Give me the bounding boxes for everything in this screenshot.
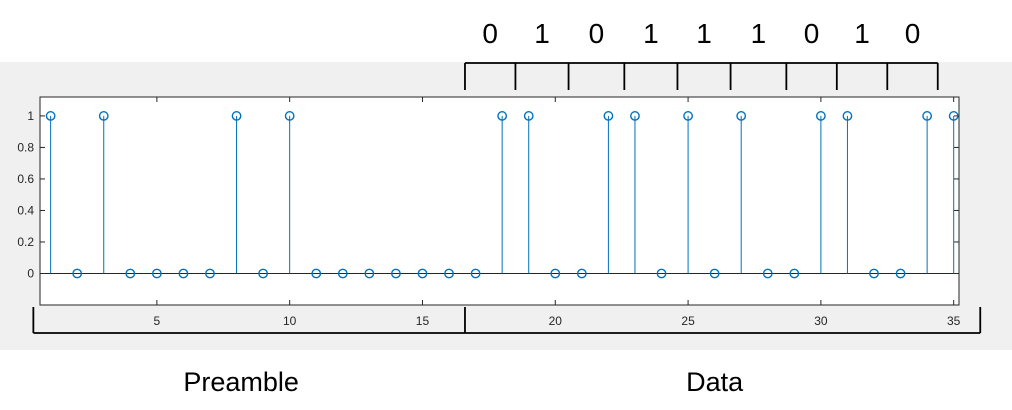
stem-marker [45, 111, 56, 121]
stem-marker [417, 268, 428, 279]
stem-marker [284, 111, 295, 121]
stem-marker [895, 268, 906, 279]
y-tick-label: 0 [27, 266, 34, 280]
stem-marker [337, 268, 348, 279]
stem-marker [311, 268, 322, 279]
stem-marker [630, 111, 640, 121]
stem-marker [789, 268, 800, 279]
stem-marker [948, 111, 959, 121]
section-annotations: Preamble Data [32, 307, 982, 397]
bit-label: 1 [643, 18, 659, 49]
bit-label: 0 [482, 18, 498, 49]
y-tick-label: 0.4 [17, 203, 34, 217]
section-label: Preamble [183, 367, 299, 397]
stem-marker [869, 268, 879, 279]
stem-series [45, 111, 959, 279]
stem-marker [497, 111, 508, 121]
y-tick-label: 0.2 [17, 235, 34, 249]
y-tick-label: 0.8 [17, 140, 34, 154]
stem-marker [231, 111, 242, 121]
stem-marker [656, 268, 667, 279]
x-tick-label: 30 [814, 314, 828, 328]
stem-marker [364, 268, 375, 279]
x-axis: 5 10 15 20 25 30 35 [154, 97, 961, 328]
x-tick-label: 5 [154, 314, 161, 328]
y-tick-label: 0.6 [17, 172, 34, 186]
x-tick-label: 25 [681, 314, 695, 328]
stem-marker [205, 268, 215, 279]
bit-label: 0 [804, 18, 820, 49]
x-tick-label: 15 [416, 314, 430, 328]
stem-marker [72, 268, 83, 279]
bit-label: 1 [696, 18, 712, 49]
section-label: Data [686, 367, 744, 397]
bit-label: 1 [751, 18, 767, 49]
y-tick-label: 1 [27, 109, 34, 123]
bit-label: 0 [589, 18, 605, 49]
stem-marker [391, 268, 401, 279]
stem-marker [178, 268, 189, 279]
stem-marker [98, 111, 109, 121]
x-tick-label: 10 [283, 314, 297, 328]
stem-marker [815, 111, 826, 121]
stem-marker [683, 111, 693, 121]
bit-label: 0 [905, 18, 921, 49]
stem-marker [736, 111, 747, 121]
stem-marker [258, 268, 269, 279]
bit-label: 1 [534, 18, 550, 49]
stem-marker [125, 268, 136, 279]
stem-marker [922, 111, 933, 121]
stem-marker [550, 268, 561, 279]
stem-marker [444, 268, 454, 279]
bit-annotations: 0 1 0 1 1 1 0 1 0 [464, 18, 939, 90]
x-tick-label: 35 [947, 314, 961, 328]
stem-marker [151, 268, 162, 279]
y-axis: 0 0.2 0.4 0.6 0.8 1 [17, 109, 959, 280]
stem-marker [603, 111, 614, 121]
x-tick-label: 20 [549, 314, 563, 328]
stem-marker [709, 268, 720, 279]
plot-area [39, 96, 960, 306]
stem-marker [523, 111, 534, 121]
stem-marker [762, 268, 773, 279]
bit-label: 1 [854, 18, 870, 49]
stem-marker [470, 268, 481, 279]
stem-marker [576, 268, 587, 279]
stem-marker [842, 111, 853, 121]
